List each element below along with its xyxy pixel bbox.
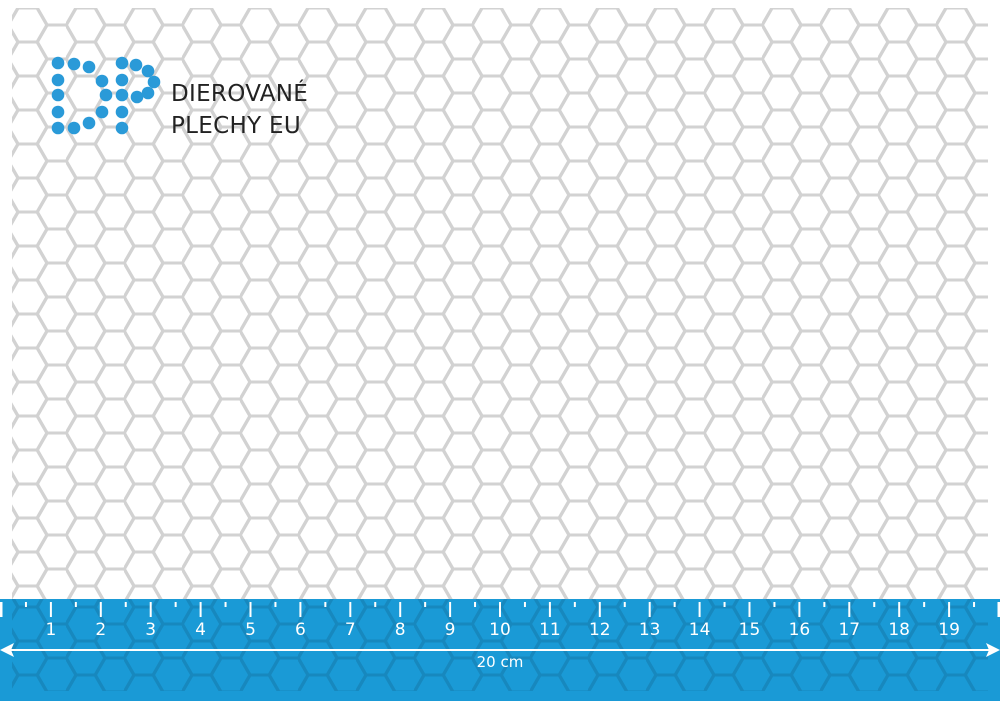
logo-dot bbox=[115, 88, 129, 102]
ruler-label: 9 bbox=[444, 620, 456, 640]
arrow-left-icon bbox=[0, 643, 14, 657]
logo-dot bbox=[82, 116, 96, 130]
logo-dot bbox=[115, 105, 129, 119]
logo-dot bbox=[82, 60, 96, 74]
logo-dot bbox=[67, 121, 81, 135]
ruler-label: 13 bbox=[638, 620, 661, 640]
brand-name-line1: DIEROVANÉ bbox=[171, 81, 309, 107]
ruler-label: 12 bbox=[588, 620, 611, 640]
logo-dot bbox=[115, 121, 129, 135]
logo-dot bbox=[51, 56, 65, 70]
logo-dot bbox=[51, 121, 65, 135]
logo-dot bbox=[51, 73, 65, 87]
ruler-label: 15 bbox=[738, 620, 761, 640]
ruler-label: 10 bbox=[489, 620, 511, 640]
ruler-label: 17 bbox=[838, 620, 861, 640]
logo-dot bbox=[115, 73, 129, 87]
ruler-label: 4 bbox=[195, 620, 206, 640]
logo-dot bbox=[147, 75, 161, 89]
brand-name-line2: PLECHY EU bbox=[171, 113, 301, 139]
ruler-label: 14 bbox=[688, 620, 711, 640]
ruler-label: 1 bbox=[45, 620, 57, 640]
length-label: 20 cm bbox=[476, 653, 524, 671]
ruler-label: 6 bbox=[294, 620, 306, 640]
ruler-label: 18 bbox=[888, 620, 910, 640]
logo-dot bbox=[129, 58, 143, 72]
logo-dot bbox=[67, 57, 81, 71]
ruler-label: 19 bbox=[938, 620, 960, 640]
logo-dp-icon bbox=[51, 56, 161, 135]
logo-dot bbox=[95, 74, 109, 88]
ruler-label: 16 bbox=[788, 620, 811, 640]
ruler-label: 3 bbox=[145, 620, 157, 640]
logo-dot bbox=[141, 86, 155, 100]
ruler-label: 8 bbox=[394, 620, 406, 640]
logo-dot bbox=[51, 105, 65, 119]
logo-dot bbox=[51, 88, 65, 102]
ruler-label: 7 bbox=[344, 620, 356, 640]
logo-dot bbox=[99, 88, 113, 102]
logo-dot bbox=[141, 64, 155, 78]
ruler bbox=[0, 599, 1000, 701]
arrow-right-icon bbox=[986, 643, 1000, 657]
ruler-label: 2 bbox=[95, 620, 107, 640]
logo-dot bbox=[95, 105, 109, 119]
ruler-label: 5 bbox=[245, 620, 256, 640]
ruler-label: 11 bbox=[539, 620, 561, 640]
logo-dot bbox=[115, 56, 129, 70]
logo-dot bbox=[130, 90, 144, 104]
